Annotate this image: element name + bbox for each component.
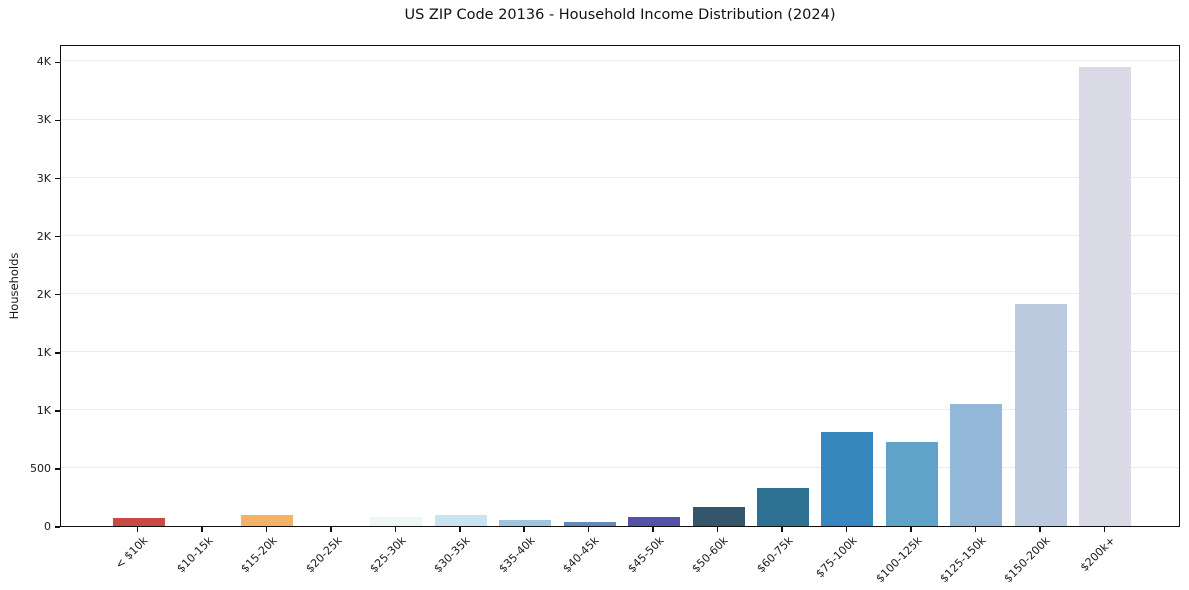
bar-$35-40k xyxy=(499,520,552,526)
y-tick-mark xyxy=(55,177,60,180)
x-tick-label: $75-100k xyxy=(813,534,860,581)
x-tick-label: $15-20k xyxy=(238,534,280,576)
y-tick-mark xyxy=(55,468,60,470)
y-tick-mark xyxy=(55,61,60,64)
gridline xyxy=(61,292,1179,294)
x-tick-label: $100-125k xyxy=(872,534,925,586)
x-tick-mark xyxy=(716,527,719,532)
bar-$100-125k xyxy=(885,441,938,526)
x-tick-label: $150-200k xyxy=(1001,534,1054,586)
x-tick-label: $20-25k xyxy=(302,534,345,576)
bar-< $10k xyxy=(112,518,165,526)
bar-$25-30k xyxy=(370,516,423,526)
bar-$125-150k xyxy=(950,404,1003,526)
x-tick-label: $25-30k xyxy=(367,534,409,576)
y-tick-label: 3K xyxy=(36,171,51,185)
bar-$200k+ xyxy=(1079,67,1132,526)
x-tick-label: < $10k xyxy=(113,534,151,572)
x-tick-label: $35-40k xyxy=(496,534,538,576)
x-tick-mark xyxy=(974,527,977,532)
x-tick-mark xyxy=(136,527,139,532)
x-tick-mark xyxy=(459,527,461,532)
x-tick-mark xyxy=(1103,527,1105,532)
chart-title: US ZIP Code 20136 - Household Income Dis… xyxy=(404,7,836,23)
x-tick-label: $60-75k xyxy=(753,534,796,576)
y-tick-label: 2K xyxy=(36,287,51,301)
y-tick-mark xyxy=(55,526,60,528)
bar-$60-75k xyxy=(757,487,809,526)
gridline xyxy=(61,118,1179,120)
x-tick-mark xyxy=(201,527,203,532)
plot-area xyxy=(60,45,1180,527)
x-tick-mark xyxy=(652,527,654,532)
bar-$45-50k xyxy=(628,517,681,526)
bar-$15-20k xyxy=(241,514,294,526)
y-tick-mark xyxy=(55,410,60,412)
x-tick-label: $50-60k xyxy=(689,534,731,576)
x-tick-mark xyxy=(781,527,783,532)
x-tick-label: $200k+ xyxy=(1077,534,1118,575)
x-tick-mark xyxy=(910,527,912,532)
gridline xyxy=(61,408,1179,410)
y-axis-label: Households xyxy=(7,252,21,320)
x-tick-label: $30-35k xyxy=(431,534,473,576)
x-tick-label: $45-50k xyxy=(625,534,667,576)
x-tick-label: $125-150k xyxy=(937,534,989,586)
y-tick-label: 0 xyxy=(44,520,51,533)
bar-$30-35k xyxy=(434,514,487,526)
y-tick-label: 2K xyxy=(36,229,51,243)
x-tick-mark xyxy=(394,527,397,532)
gridline xyxy=(61,466,1179,468)
x-tick-label: $10-15k xyxy=(173,534,216,576)
bar-$50-60k xyxy=(692,506,745,526)
y-tick-label: 1K xyxy=(36,345,51,359)
x-tick-label: $40-45k xyxy=(560,534,602,576)
gridline xyxy=(61,350,1179,352)
gridline xyxy=(61,60,1179,62)
x-tick-mark xyxy=(587,527,590,532)
gridline xyxy=(61,176,1179,178)
bar-$40-45k xyxy=(563,521,616,526)
bar-$150-200k xyxy=(1014,304,1067,526)
x-tick-mark xyxy=(1039,527,1041,532)
x-tick-mark xyxy=(845,527,848,532)
y-tick-mark xyxy=(55,352,60,354)
y-tick-label: 500 xyxy=(30,461,51,475)
y-tick-label: 4K xyxy=(36,55,51,69)
bar-$75-100k xyxy=(821,431,874,526)
y-tick-mark xyxy=(55,293,60,296)
y-tick-mark xyxy=(55,235,60,238)
gridline xyxy=(61,234,1179,236)
y-tick-mark xyxy=(55,119,60,122)
x-tick-mark xyxy=(523,527,525,532)
y-tick-label: 1K xyxy=(36,403,51,417)
x-tick-mark xyxy=(330,527,332,532)
y-tick-label: 3K xyxy=(36,113,51,127)
x-tick-mark xyxy=(265,527,268,532)
